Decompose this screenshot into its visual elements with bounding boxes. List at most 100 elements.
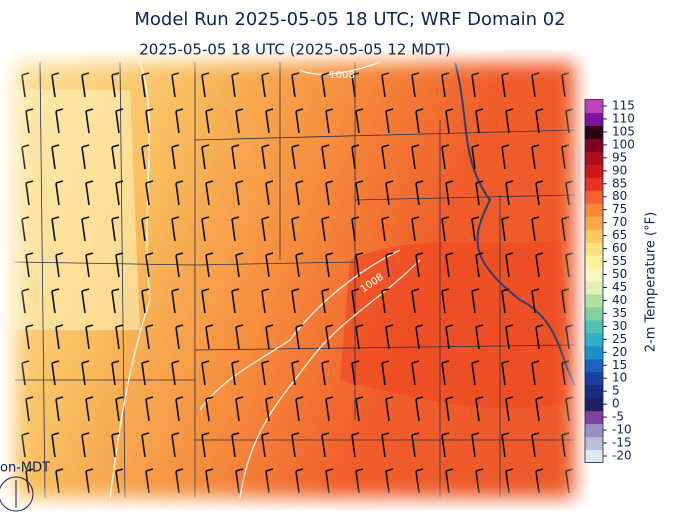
wind-barb — [385, 180, 394, 206]
colorbar-segment — [585, 216, 603, 230]
wind-barb — [291, 360, 300, 386]
wind-barb — [501, 432, 510, 458]
wind-barb — [445, 108, 454, 134]
wind-barb — [265, 252, 274, 278]
wind-barb — [295, 396, 304, 422]
colorbar-segment — [585, 281, 603, 295]
wind-barb — [565, 468, 574, 494]
colorbar-segment — [585, 268, 603, 282]
wind-barb — [505, 252, 514, 278]
wind-barb — [535, 468, 544, 494]
wind-barb — [235, 180, 244, 206]
wind-barb — [115, 396, 124, 422]
wind-barb — [531, 288, 540, 314]
colorbar-segment — [585, 449, 603, 463]
wind-barb — [565, 324, 574, 350]
wind-barb — [145, 468, 154, 494]
pressure-contours — [109, 61, 421, 499]
wind-barb — [145, 396, 154, 422]
colorbar-tick-label: 75 — [612, 202, 627, 216]
wind-barb — [115, 252, 124, 278]
wind-barb — [85, 252, 94, 278]
wind-barb — [291, 216, 300, 242]
wind-barb — [55, 468, 64, 494]
wind-barb — [411, 144, 420, 170]
wind-barb — [351, 144, 360, 170]
wind-barb — [85, 324, 94, 350]
wind-barb — [471, 288, 480, 314]
wind-barb — [171, 432, 180, 458]
wind-barb — [445, 252, 454, 278]
wind-barb — [535, 180, 544, 206]
wind-barb — [81, 144, 90, 170]
wind-barb — [501, 360, 510, 386]
wind-barb — [381, 72, 390, 98]
subtitle: 2025-05-05 18 UTC (2025-05-05 12 MDT) — [139, 41, 450, 59]
colorbar-tick-label: 30 — [612, 319, 627, 333]
colorbar-tick-label: -15 — [612, 436, 632, 450]
wind-barb — [565, 396, 574, 422]
colorbar-tick-label: 25 — [612, 332, 627, 346]
colorbar-tick-label: 40 — [612, 293, 627, 307]
colorbar-segment — [585, 242, 603, 256]
colorbar-segment — [585, 358, 603, 373]
wind-barb — [111, 72, 120, 98]
colorbar-tick-label: -20 — [612, 449, 632, 463]
wind-barb — [291, 432, 300, 458]
wind-barb — [115, 324, 124, 350]
wind-barb — [561, 288, 570, 314]
wind-barb — [205, 252, 214, 278]
colorbar-tick-label: 0 — [612, 397, 620, 411]
wind-barb — [561, 432, 570, 458]
wind-barb — [231, 432, 240, 458]
wind-barb — [231, 144, 240, 170]
wind-barb — [381, 288, 390, 314]
wind-barb — [175, 324, 184, 350]
wind-barb — [265, 180, 274, 206]
wind-barb — [535, 252, 544, 278]
colorbar-tick-label: 20 — [612, 345, 627, 359]
wind-barb — [205, 108, 214, 134]
colorbar: -20-15-10-505101520253035404550556065707… — [584, 99, 635, 463]
wind-barb — [55, 396, 64, 422]
wind-barb — [21, 72, 30, 98]
wind-barb — [25, 108, 34, 134]
wind-barb — [415, 468, 424, 494]
wind-barb — [441, 288, 450, 314]
colorbar-tick-label: 45 — [612, 280, 627, 294]
wind-barb — [385, 324, 394, 350]
colorbar-tick-label: 55 — [612, 254, 627, 268]
wind-barb — [355, 396, 364, 422]
wind-barb — [385, 108, 394, 134]
wind-barb — [291, 288, 300, 314]
wind-barb — [201, 216, 210, 242]
wind-barb — [561, 216, 570, 242]
wind-barb — [81, 432, 90, 458]
colorbar-tick-label: 110 — [612, 111, 635, 125]
wind-barb — [411, 432, 420, 458]
wind-barb — [21, 360, 30, 386]
wind-barb — [295, 324, 304, 350]
wind-barb — [21, 144, 30, 170]
colorbar-segment — [585, 332, 603, 347]
colorbar-tick-label: 100 — [612, 137, 635, 151]
colorbar-tick-label: 65 — [612, 228, 627, 242]
wind-barb — [85, 396, 94, 422]
colorbar-segment — [585, 319, 603, 334]
wind-barb — [51, 216, 60, 242]
colorbar-tick-label: 90 — [612, 163, 627, 177]
wind-barb — [295, 468, 304, 494]
colorbar-tick-label: -5 — [612, 410, 624, 424]
colorbar-segment — [585, 345, 603, 360]
wind-barb — [475, 108, 484, 134]
wind-barb — [531, 144, 540, 170]
wind-barb — [171, 72, 180, 98]
wind-barb — [501, 72, 510, 98]
colorbar-tick-label: -10 — [612, 423, 632, 437]
wind-barb — [201, 72, 210, 98]
wind-barb — [265, 396, 274, 422]
wind-barb — [265, 108, 274, 134]
wind-barb — [261, 432, 270, 458]
wind-barb — [261, 288, 270, 314]
colorbar-segment — [585, 177, 603, 191]
